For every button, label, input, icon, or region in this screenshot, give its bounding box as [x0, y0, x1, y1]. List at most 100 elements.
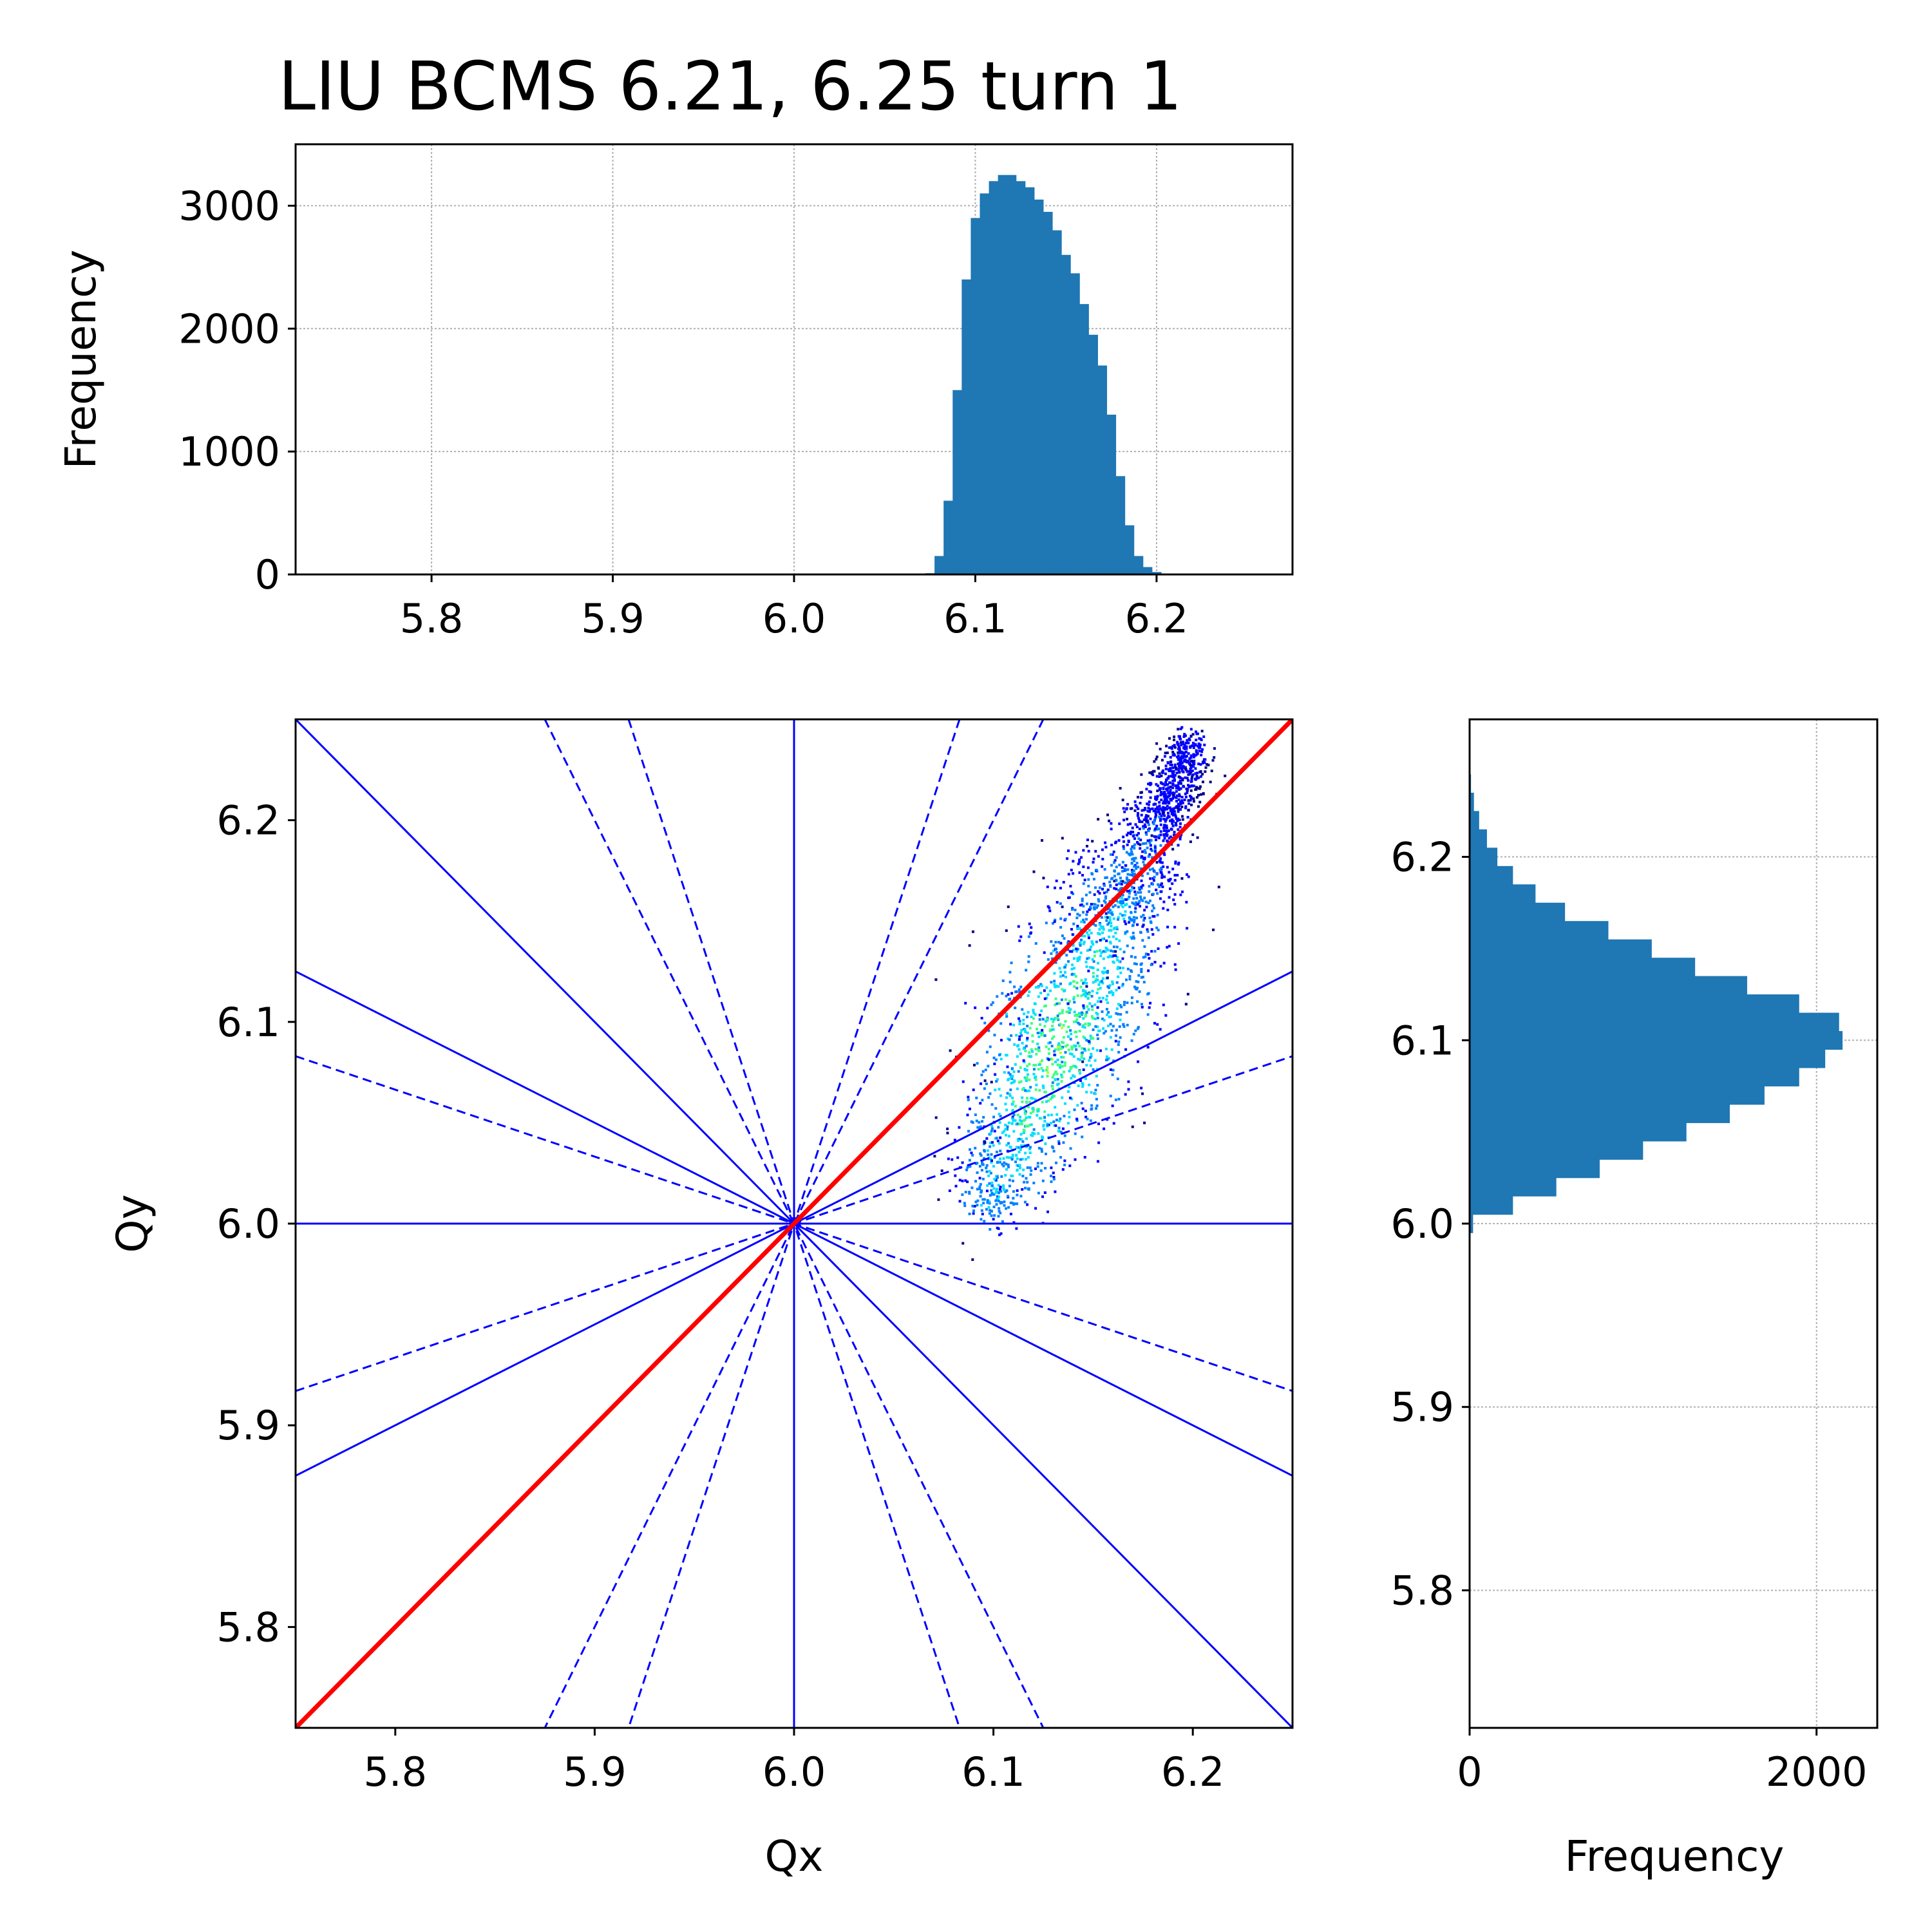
tune-diagram-particle: [1151, 904, 1155, 907]
tune-diagram-particle: [1171, 775, 1175, 778]
tune-diagram-particle: [1031, 1134, 1034, 1137]
tune-diagram-particle: [1171, 773, 1175, 777]
tune-diagram-particle: [1115, 887, 1118, 891]
top-histogram-bar: [1097, 365, 1108, 574]
right-histogram-bar: [1470, 848, 1498, 867]
tune-diagram-particle: [1089, 1119, 1092, 1122]
top-histogram-bar: [1025, 187, 1035, 574]
tune-diagram-particle: [1135, 805, 1139, 808]
tune-diagram-particle: [1085, 913, 1088, 916]
tune-diagram-particle: [1159, 823, 1162, 826]
tune-diagram-particle: [1061, 1009, 1064, 1012]
tune-diagram-particle: [1187, 799, 1190, 802]
tune-diagram-particle: [1186, 815, 1189, 819]
tune-diagram-particle: [1030, 1123, 1033, 1126]
tune-diagram-particle: [1111, 853, 1114, 857]
tune-diagram-particle: [1178, 795, 1181, 798]
tune-diagram-particle: [1116, 1077, 1119, 1081]
tune-diagram-particle: [1007, 1166, 1010, 1169]
tune-diagram-particle: [1189, 799, 1192, 802]
tune-diagram-particle: [1112, 1068, 1115, 1072]
tune-diagram-particle: [1189, 789, 1193, 792]
top-histogram-xtick-label: 5.9: [581, 595, 645, 642]
top-histogram-bar: [1052, 230, 1062, 575]
tune-diagram-particle: [1153, 961, 1157, 964]
tune-diagram-particle: [1151, 867, 1155, 871]
top-histogram-bar: [1151, 572, 1162, 574]
tune-diagram-particle: [1195, 775, 1198, 778]
tune-diagram-particle: [1051, 1063, 1054, 1066]
tune-diagram-particle: [1094, 1003, 1097, 1007]
tune-diagram-particle: [1036, 986, 1039, 989]
tune-diagram-particle: [1207, 763, 1210, 766]
tune-diagram-particle: [1173, 963, 1177, 966]
tune-diagram-particle: [1060, 1073, 1063, 1076]
tune-diagram-particle: [982, 1202, 985, 1205]
tune-diagram-particle: [1188, 773, 1191, 776]
tune-diagram-particle: [996, 1161, 999, 1164]
tune-diagram-particle: [1043, 1191, 1046, 1194]
tune-diagram-particle: [1042, 1124, 1045, 1127]
tune-diagram-particle: [1037, 1046, 1041, 1049]
tune-diagram-particle: [996, 1176, 999, 1179]
tune-diagram-particle: [974, 1180, 978, 1183]
tune-diagram-particle: [1082, 918, 1085, 922]
tune-diagram-particle: [1052, 1150, 1056, 1153]
tune-diagram-particle: [1049, 1057, 1052, 1061]
tune-diagram-particle: [985, 1164, 989, 1167]
tune-diagram-particle: [1005, 1096, 1008, 1099]
tune-diagram-particle: [978, 1177, 981, 1180]
tune-diagram-particle: [1198, 800, 1202, 804]
tune-diagram-particle: [1062, 880, 1065, 884]
tune-diagram-particle: [1118, 1025, 1121, 1028]
tune-diagram-particle: [1144, 952, 1148, 956]
tune-diagram-particle: [1040, 984, 1043, 987]
tune-diagram-particle: [1037, 995, 1040, 998]
tune-diagram-particle: [1103, 884, 1106, 887]
top-histogram-bar: [1061, 254, 1071, 574]
tune-diagram-particle: [1156, 828, 1159, 831]
right-histogram-ytick-label: 5.9: [1390, 1384, 1454, 1431]
tune-diagram-particle: [1019, 935, 1023, 938]
tune-diagram-particle: [1169, 797, 1172, 800]
tune-diagram-particle: [1120, 1005, 1123, 1009]
tune-diagram-particle: [1147, 823, 1150, 826]
tune-diagram-particle: [1172, 795, 1175, 798]
tune-diagram-particle: [1024, 1124, 1027, 1128]
tune-diagram-particle: [986, 1149, 989, 1152]
tune-diagram-particle: [1179, 779, 1182, 782]
tune-diagram-particle: [1126, 880, 1130, 883]
tune-diagram-particle: [1092, 902, 1095, 905]
tune-diagram-particle: [1057, 1126, 1061, 1130]
tune-diagram-particle: [1126, 802, 1130, 806]
tune-diagram-particle: [1066, 942, 1070, 945]
tune-diagram-particle: [1050, 1113, 1053, 1117]
tune-diagram-particle: [1074, 1020, 1077, 1023]
tune-diagram-particle: [1126, 843, 1129, 846]
tune-diagram-particle: [1075, 1117, 1079, 1121]
tune-diagram-particle: [1182, 746, 1186, 749]
tune-diagram-particle: [1105, 939, 1108, 942]
tune-diagram-particle: [998, 1142, 1001, 1145]
tune-diagram-particle: [1163, 796, 1166, 799]
tune-diagram-particle: [1140, 791, 1143, 794]
tune-diagram-particle: [1130, 848, 1133, 851]
tune-diagram-particle: [1184, 1003, 1188, 1006]
tune-diagram-particle: [1141, 925, 1144, 928]
tune-diagram-particle: [1021, 1096, 1024, 1099]
tune-diagram-particle: [1189, 728, 1193, 731]
tune-diagram-particle: [1007, 1078, 1010, 1081]
tune-diagram-particle: [1133, 936, 1136, 940]
tune-diagram-particle: [940, 1169, 943, 1172]
tune-diagram-particle: [1111, 876, 1114, 880]
tune-diagram-particle: [1059, 1066, 1062, 1069]
tune-diagram-particle: [1079, 951, 1083, 954]
tune-diagram-particle: [1013, 985, 1016, 989]
tune-diagram-particle: [1057, 1046, 1060, 1049]
tune-diagram-particle: [1074, 975, 1077, 978]
tune-diagram-particle: [1135, 896, 1139, 900]
tune-diagram-particle: [1084, 978, 1087, 981]
tune-diagram-particle: [1037, 1132, 1040, 1135]
tune-diagram-particle: [1010, 1158, 1014, 1161]
